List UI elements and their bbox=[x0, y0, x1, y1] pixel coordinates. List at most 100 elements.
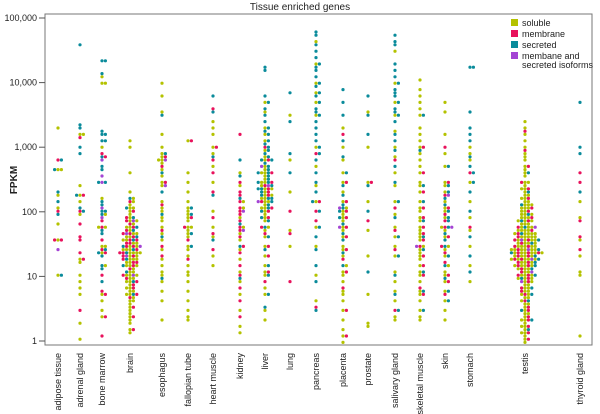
data-point bbox=[100, 206, 104, 210]
data-point bbox=[344, 206, 348, 210]
data-point bbox=[263, 305, 267, 309]
data-point bbox=[128, 257, 132, 261]
data-point bbox=[418, 148, 422, 152]
data-point bbox=[103, 248, 107, 252]
data-point bbox=[314, 209, 318, 213]
data-point bbox=[270, 187, 274, 191]
data-point bbox=[270, 158, 274, 162]
data-point bbox=[186, 308, 190, 312]
data-point bbox=[314, 280, 318, 284]
data-point bbox=[160, 289, 164, 293]
data-point bbox=[238, 216, 242, 220]
data-point bbox=[516, 228, 520, 232]
data-point bbox=[266, 209, 270, 213]
data-point bbox=[523, 171, 527, 175]
data-point bbox=[135, 219, 139, 223]
data-point bbox=[526, 209, 531, 213]
data-point bbox=[533, 238, 537, 242]
data-point bbox=[396, 235, 400, 239]
data-point bbox=[393, 132, 397, 136]
data-point bbox=[160, 145, 164, 149]
data-point bbox=[100, 200, 104, 204]
data-point bbox=[523, 145, 527, 149]
data-point bbox=[418, 190, 422, 194]
data-point bbox=[100, 299, 104, 303]
data-point bbox=[56, 212, 60, 216]
data-point bbox=[131, 273, 135, 277]
data-point bbox=[393, 254, 397, 258]
data-point bbox=[270, 184, 274, 188]
data-point bbox=[526, 324, 531, 328]
data-point bbox=[138, 251, 142, 255]
data-point bbox=[523, 264, 527, 268]
data-point bbox=[314, 139, 318, 143]
data-point bbox=[125, 216, 129, 220]
data-point bbox=[393, 180, 397, 184]
data-point bbox=[125, 260, 129, 264]
data-point bbox=[471, 171, 475, 175]
data-point bbox=[260, 206, 264, 210]
data-point bbox=[533, 244, 537, 248]
data-point bbox=[263, 184, 267, 188]
data-point bbox=[125, 241, 129, 245]
data-point bbox=[260, 200, 264, 204]
data-point bbox=[443, 244, 447, 248]
data-point bbox=[526, 180, 531, 184]
data-point bbox=[396, 254, 400, 258]
data-point bbox=[344, 216, 348, 220]
data-point bbox=[263, 244, 267, 248]
data-point bbox=[421, 270, 425, 274]
data-point bbox=[211, 171, 215, 175]
y-tick-label: 100 bbox=[22, 207, 37, 217]
data-point bbox=[421, 308, 425, 312]
data-point bbox=[526, 292, 531, 296]
data-point bbox=[266, 225, 270, 229]
data-point bbox=[186, 280, 190, 284]
data-point bbox=[578, 216, 582, 220]
data-point bbox=[260, 184, 264, 188]
data-point bbox=[241, 228, 245, 232]
data-point bbox=[160, 270, 164, 274]
data-point bbox=[393, 206, 397, 210]
data-point bbox=[160, 228, 164, 232]
data-point bbox=[341, 328, 345, 332]
data-point bbox=[263, 232, 267, 236]
data-point bbox=[341, 251, 345, 255]
data-point bbox=[131, 299, 135, 303]
x-category-label: bone marrow bbox=[97, 353, 107, 406]
data-point bbox=[260, 196, 264, 200]
data-point bbox=[523, 257, 527, 261]
data-point bbox=[418, 180, 422, 184]
data-point bbox=[523, 286, 527, 290]
data-point bbox=[393, 270, 397, 274]
data-point bbox=[131, 196, 135, 200]
data-point bbox=[341, 132, 345, 136]
data-point bbox=[520, 318, 524, 322]
data-point bbox=[468, 110, 472, 114]
data-point bbox=[100, 273, 104, 277]
data-point bbox=[526, 289, 531, 293]
data-point bbox=[393, 40, 397, 44]
data-point bbox=[288, 232, 292, 236]
data-point bbox=[533, 264, 537, 268]
data-point bbox=[523, 312, 527, 316]
x-category-label: stomach bbox=[465, 353, 475, 387]
data-point bbox=[513, 244, 517, 248]
data-point bbox=[523, 184, 527, 188]
data-point bbox=[189, 232, 193, 236]
data-point bbox=[341, 184, 345, 188]
y-tick-label: 1,000 bbox=[14, 142, 37, 152]
data-point bbox=[238, 257, 242, 261]
data-point bbox=[341, 209, 345, 213]
data-point bbox=[393, 225, 397, 229]
data-point bbox=[314, 244, 318, 248]
data-point bbox=[344, 225, 348, 229]
data-point bbox=[288, 190, 292, 194]
data-point bbox=[128, 264, 132, 268]
y-tick-label: 10,000 bbox=[9, 78, 37, 88]
data-point bbox=[260, 171, 264, 175]
legend-swatch bbox=[511, 19, 518, 26]
data-point bbox=[125, 228, 129, 232]
data-point bbox=[238, 196, 242, 200]
data-point bbox=[317, 113, 321, 117]
